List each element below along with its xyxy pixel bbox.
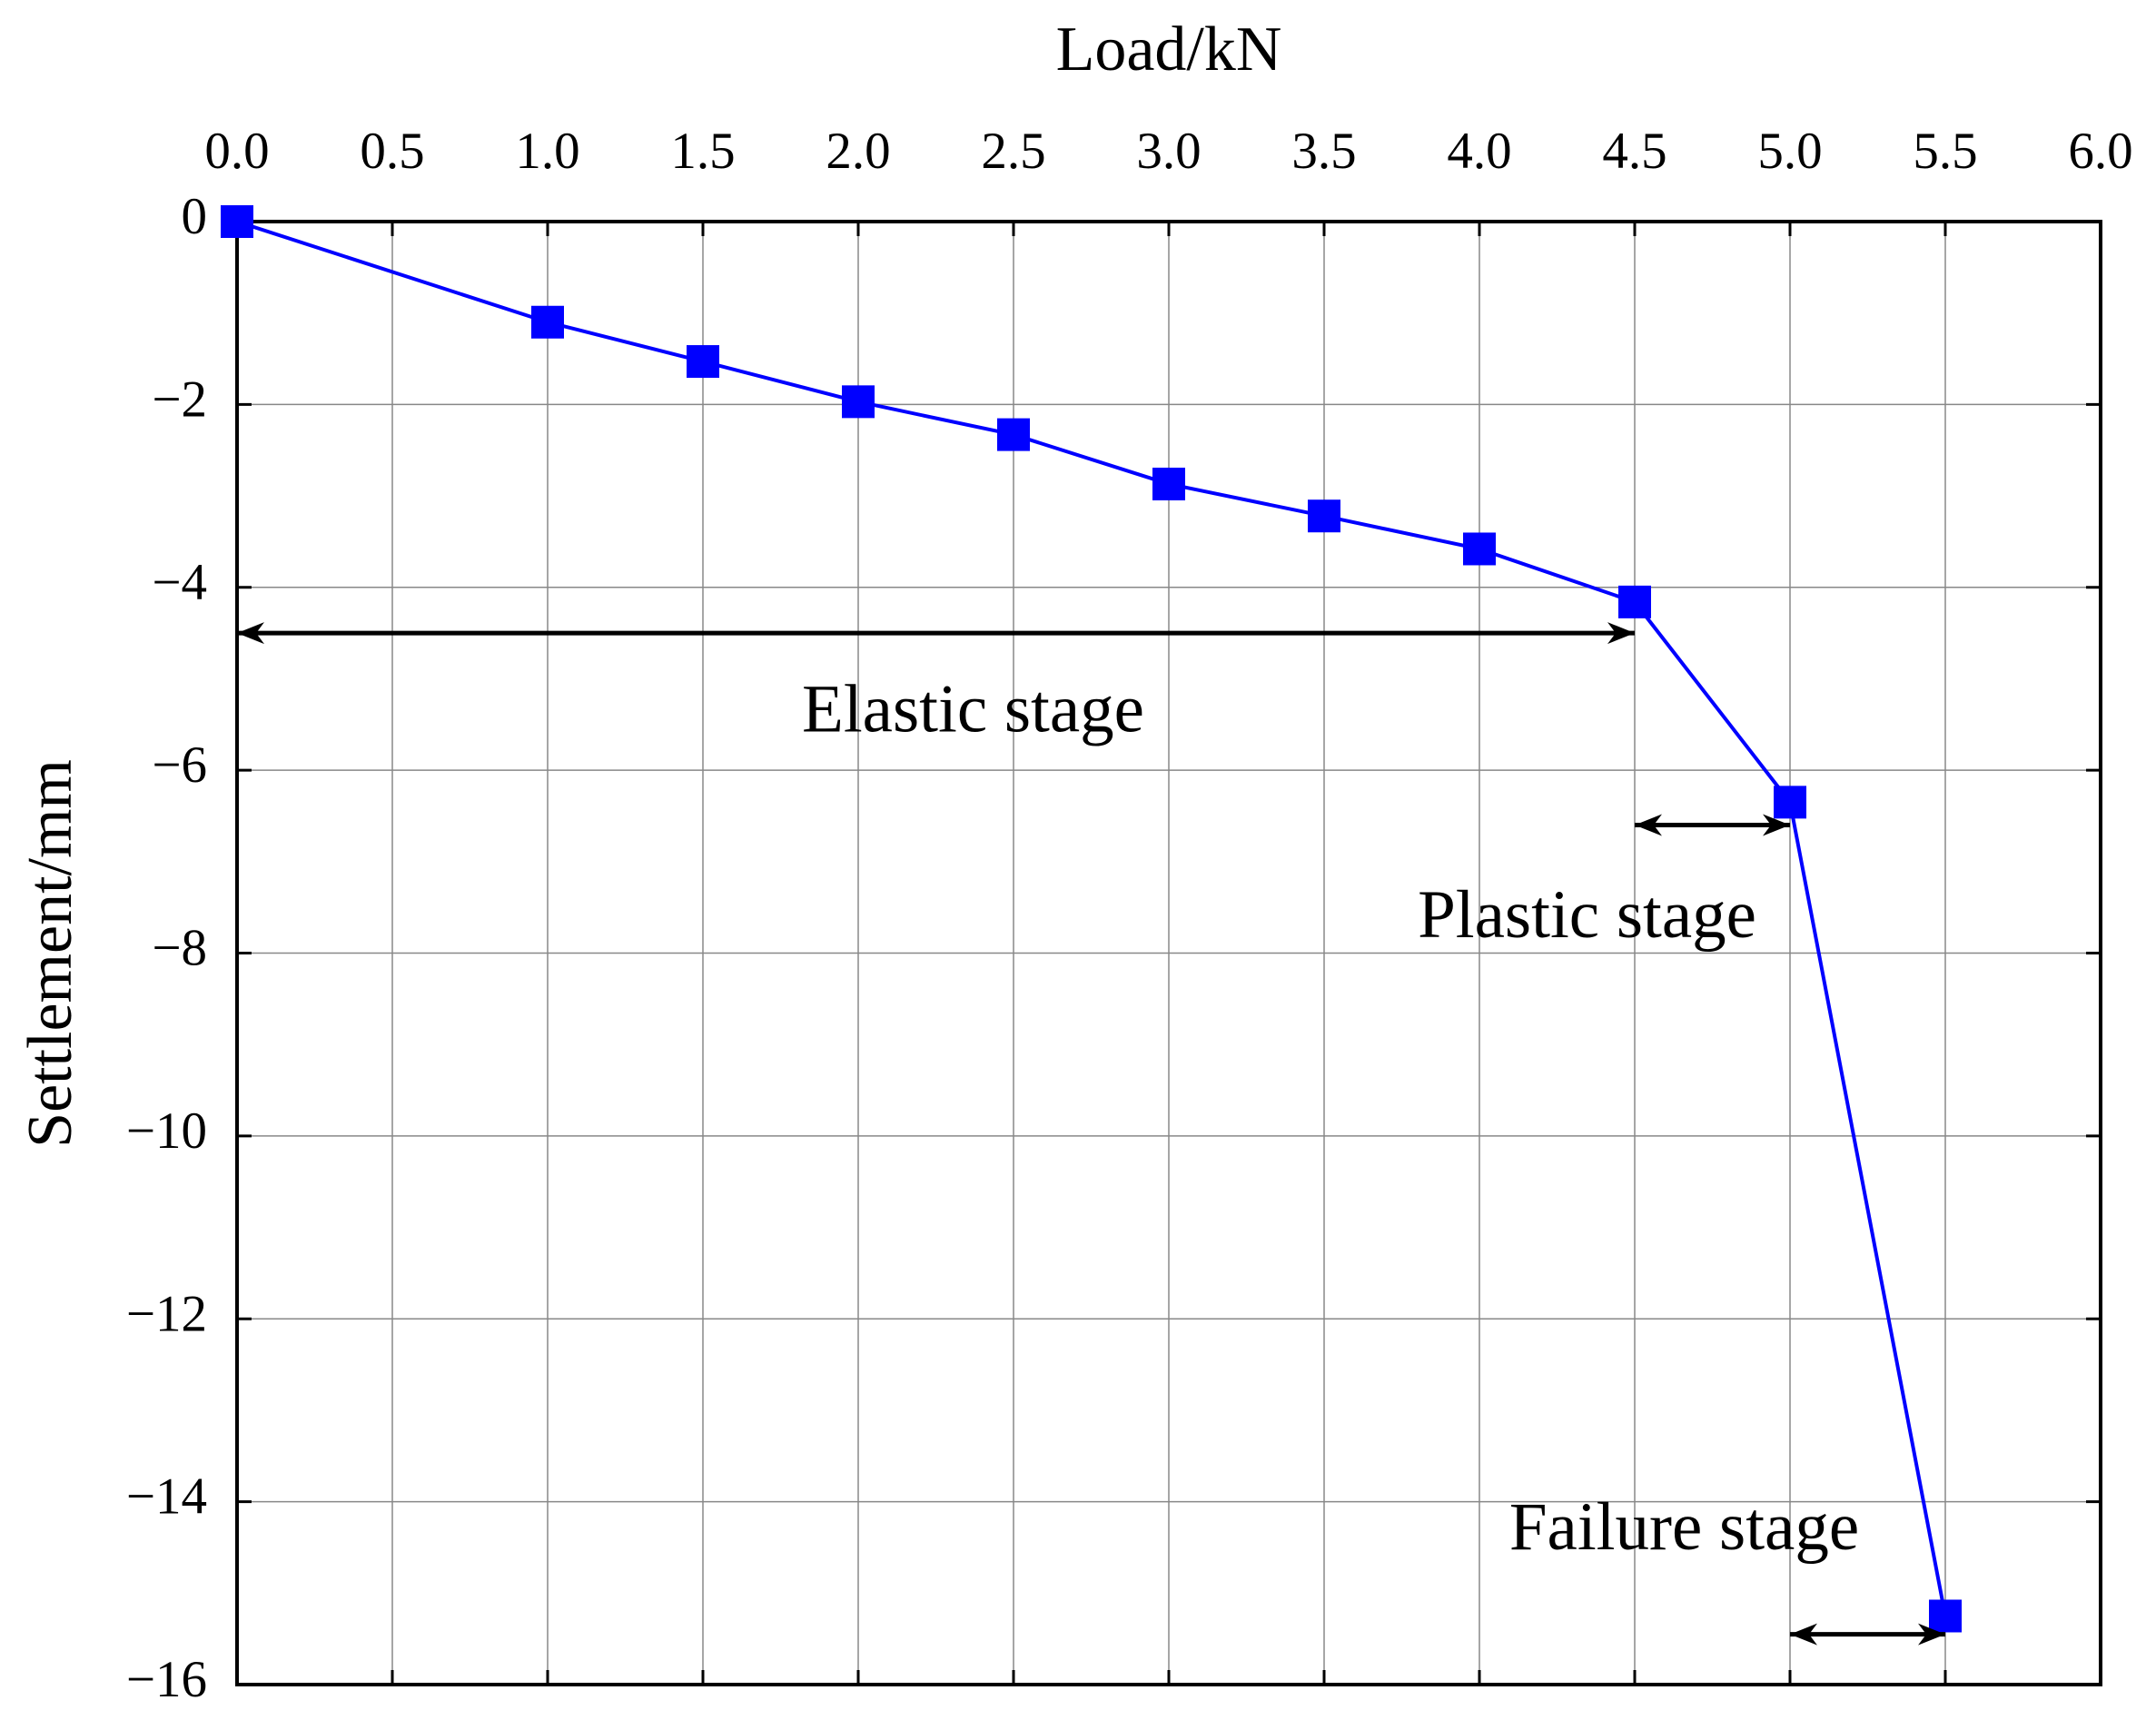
- plot-frame: [235, 220, 2102, 1686]
- x-tick-label: 3.0: [1136, 123, 1201, 180]
- x-tick-label: 1.0: [515, 123, 579, 180]
- marker: [1618, 585, 1651, 618]
- marker: [1308, 499, 1340, 533]
- x-tick-label: 4.0: [1447, 123, 1511, 180]
- x-tick-label: 1.5: [670, 123, 735, 180]
- x-tick-label: 2.5: [981, 123, 1045, 180]
- y-tick-label: −12: [126, 1285, 207, 1342]
- x-tick-label: 5.0: [1757, 123, 1822, 180]
- annotation-text: Elastic stage: [802, 671, 1144, 746]
- marker: [1463, 532, 1496, 566]
- marker: [1152, 467, 1185, 500]
- y-tick-label: −10: [126, 1102, 207, 1160]
- y-tick-label: 0: [182, 188, 208, 245]
- marker: [1774, 786, 1806, 819]
- marker: [221, 205, 253, 238]
- marker: [531, 305, 564, 339]
- y-tick-label: −6: [152, 736, 207, 794]
- marker: [842, 385, 875, 419]
- x-tick-label: 0.0: [204, 123, 269, 180]
- x-tick-label: 4.5: [1602, 123, 1666, 180]
- x-tick-label: 3.5: [1291, 123, 1356, 180]
- marker: [997, 418, 1030, 451]
- annotation-text: Failure stage: [1509, 1489, 1859, 1565]
- x-tick-label: 5.5: [1913, 123, 1977, 180]
- y-tick-label: −2: [152, 371, 207, 428]
- y-tick-label: −16: [126, 1651, 207, 1708]
- y-tick-label: −8: [152, 920, 207, 977]
- x-tick-label: 2.0: [826, 123, 890, 180]
- y-axis-title: Settlement/mm: [15, 759, 85, 1148]
- y-tick-label: −4: [152, 554, 207, 611]
- marker: [687, 345, 719, 379]
- x-axis-title: Load/kN: [1056, 15, 1282, 84]
- marker: [1929, 1599, 1962, 1633]
- x-tick-label: 6.0: [2068, 123, 2132, 180]
- annotation-text: Plastic stage: [1418, 877, 1756, 953]
- x-tick-label: 0.5: [360, 123, 424, 180]
- y-tick-label: −14: [126, 1468, 207, 1526]
